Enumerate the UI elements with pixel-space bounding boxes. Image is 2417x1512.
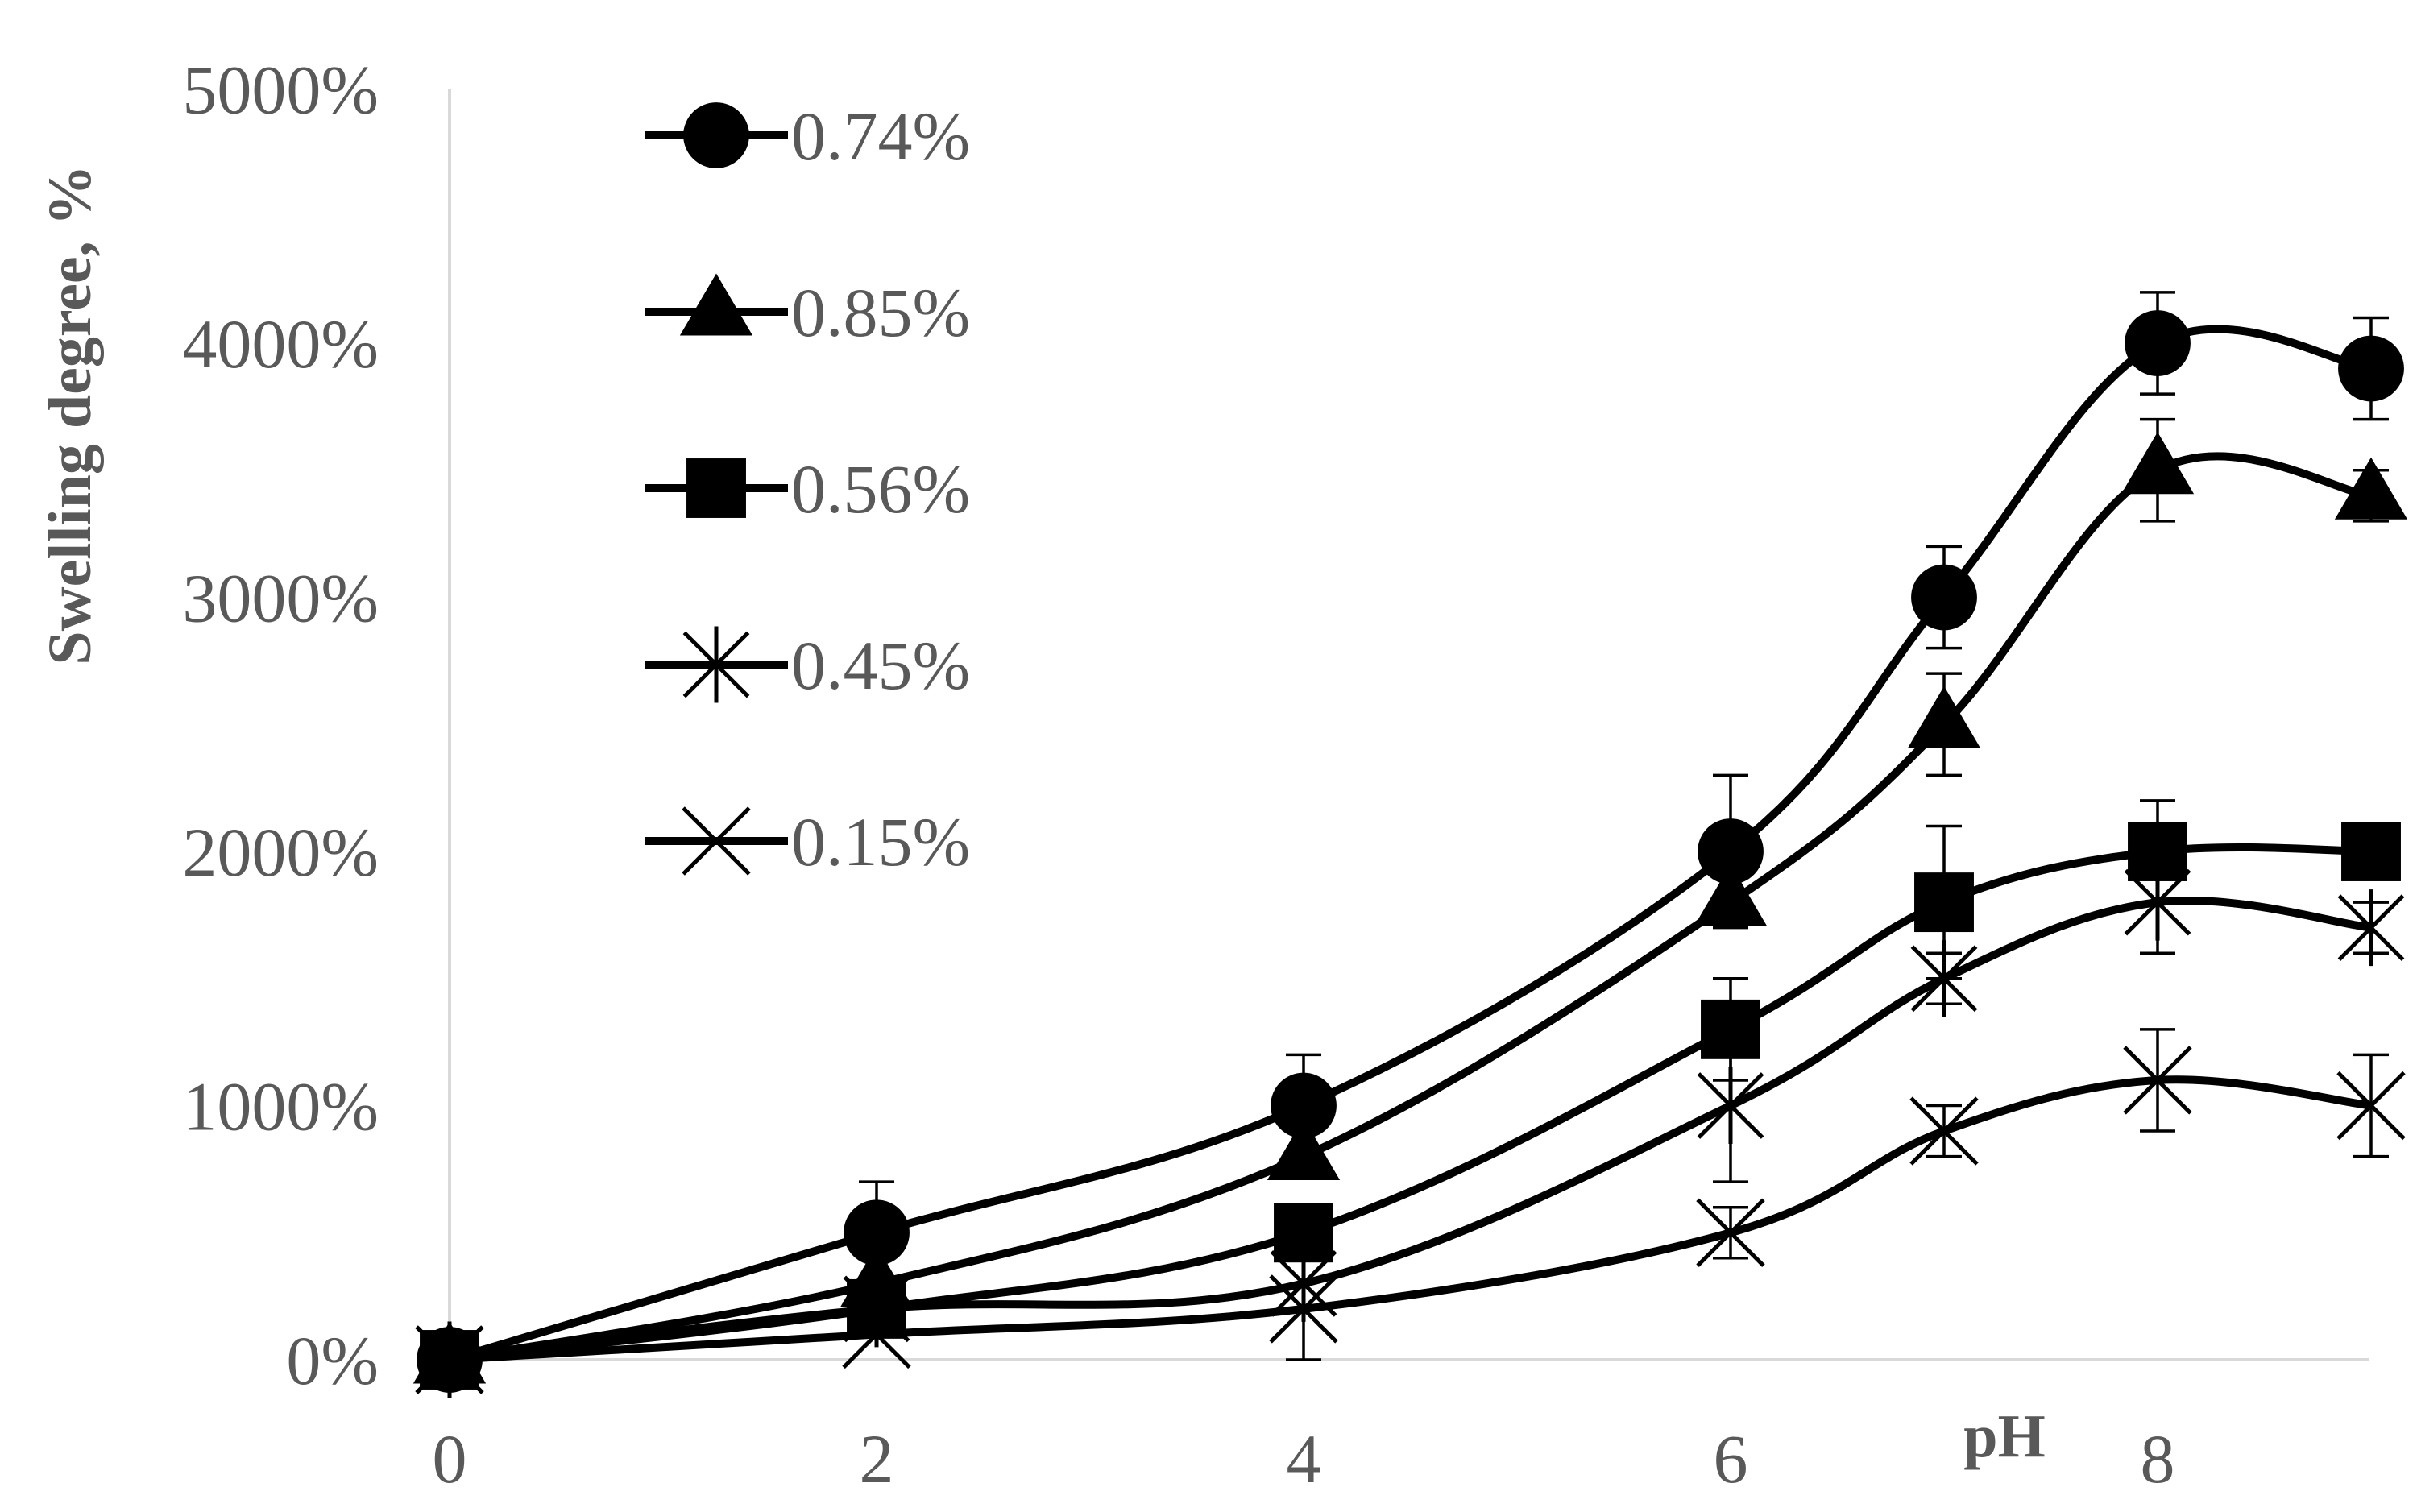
- data-point-triangle: [1907, 686, 1981, 748]
- data-point-x: [1909, 1096, 1979, 1166]
- data-point-x: [2123, 1046, 2192, 1115]
- y-tick-label: 2000%: [182, 814, 379, 891]
- data-point-triangle: [2121, 432, 2195, 495]
- legend: 0.74% 0.85% 0.56% 0.45% 0.15%: [645, 97, 970, 880]
- data-point-square: [1914, 872, 1974, 933]
- data-point-x: [2336, 1071, 2406, 1141]
- series-x: [415, 1028, 2406, 1394]
- y-tick-label: 3000%: [182, 560, 379, 637]
- data-point-circle: [2125, 310, 2191, 376]
- y-axis-title: Swelling degree, %: [36, 164, 104, 665]
- data-point-asterisk: [682, 626, 750, 703]
- axes: [448, 89, 2369, 1361]
- data-point-triangle: [1267, 1118, 1341, 1181]
- data-point-square: [686, 458, 746, 518]
- y-tick-label: 5000%: [182, 52, 379, 129]
- data-point-square: [2341, 822, 2401, 881]
- series-line: [449, 1075, 2372, 1364]
- x-tick-label: 0: [433, 1420, 467, 1498]
- data-point-asterisk: [2337, 889, 2405, 967]
- series-triangle: [413, 417, 2408, 1384]
- data-point-asterisk: [1697, 1067, 1764, 1145]
- series-line: [449, 896, 2372, 1364]
- legend-label: 0.45%: [791, 627, 970, 704]
- x-tick-label: 6: [1714, 1420, 1748, 1498]
- data-point-circle: [844, 1199, 910, 1266]
- data-point-asterisk: [2124, 864, 2191, 941]
- x-tick-label: 8: [2141, 1420, 2175, 1498]
- series: [413, 291, 2408, 1398]
- data-point-x: [842, 1299, 911, 1369]
- data-point-circle: [1698, 818, 1764, 884]
- legend-item: 0.56%: [645, 450, 970, 528]
- data-point-circle: [1271, 1072, 1337, 1139]
- x-tick-label: 4: [1287, 1420, 1321, 1498]
- x-tick-label: 2: [860, 1420, 894, 1498]
- data-point-x: [1269, 1274, 1338, 1344]
- data-point-circle: [683, 102, 749, 168]
- legend-item: 0.85%: [645, 273, 970, 351]
- data-point-triangle: [679, 273, 753, 336]
- data-point-circle: [2338, 335, 2404, 402]
- data-point-triangle: [1694, 864, 1768, 926]
- legend-label: 0.85%: [791, 274, 970, 351]
- legend-label: 0.56%: [791, 450, 970, 528]
- series-line: [449, 452, 2372, 1364]
- data-point-x: [1696, 1198, 1765, 1267]
- y-tick-label: 1000%: [182, 1068, 379, 1145]
- series-square: [420, 799, 2401, 1390]
- legend-item: 0.15%: [645, 803, 970, 880]
- data-point-x: [682, 806, 751, 876]
- y-tick-label: 4000%: [182, 305, 379, 383]
- ticks: 0 2 4 6 8 0% 1000% 2000% 3000% 4000% 5000%: [182, 52, 2174, 1498]
- data-point-x: [415, 1325, 484, 1394]
- legend-label: 0.74%: [791, 97, 970, 175]
- legend-item: 0.45%: [645, 626, 970, 704]
- data-point-circle: [1911, 564, 1977, 631]
- x-axis-title: pH: [1963, 1402, 2045, 1470]
- y-tick-label: 0%: [286, 1322, 379, 1399]
- data-point-asterisk: [1910, 940, 1978, 1017]
- data-point-triangle: [2334, 457, 2408, 520]
- legend-item: 0.74%: [645, 97, 970, 175]
- legend-label: 0.15%: [791, 803, 970, 880]
